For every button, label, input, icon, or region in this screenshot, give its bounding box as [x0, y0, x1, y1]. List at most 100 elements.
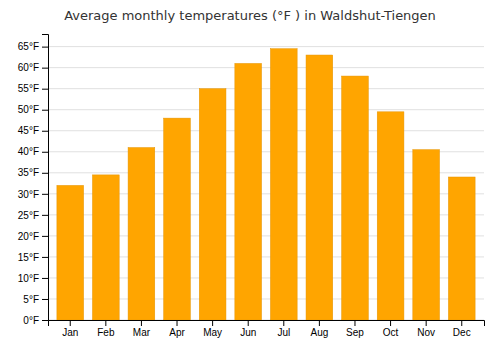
y-tick: 40°F	[18, 146, 48, 157]
y-tick-mark	[42, 110, 48, 111]
y-tick: 15°F	[18, 252, 48, 263]
x-tick-mark	[105, 320, 106, 326]
y-tick: 5°F	[23, 294, 48, 305]
x-tick-label: Feb	[97, 327, 115, 338]
x-tick-label: Aug	[310, 327, 328, 338]
x-tick: Apr	[169, 320, 185, 338]
x-axis-line	[49, 321, 485, 327]
bar	[57, 185, 84, 320]
x-tick-label: Sep	[346, 327, 364, 338]
grid-line	[48, 67, 484, 68]
x-tick-mark	[212, 320, 213, 326]
y-tick-label: 65°F	[18, 41, 39, 52]
y-tick-mark	[42, 320, 48, 321]
x-tick: Mar	[133, 320, 151, 338]
x-tick-label: Jul	[277, 327, 290, 338]
x-tick-mark	[70, 320, 71, 326]
y-tick: 50°F	[18, 104, 48, 115]
x-tick-label: Mar	[133, 327, 151, 338]
y-tick: 65°F	[18, 41, 48, 52]
y-tick: 55°F	[18, 83, 48, 94]
plot: 0°F 5°F 10°F 15°F 20°F 25°F 30°F 35°F 40°F 45°F 50…	[18, 35, 485, 339]
y-tick: 20°F	[18, 231, 48, 242]
y-tick-mark	[42, 68, 48, 69]
chart: Average monthly temperatures (°F ) in Wa…	[0, 0, 500, 350]
y-tick-mark	[42, 278, 48, 279]
y-tick: 0°F	[23, 315, 48, 326]
y-tick: 35°F	[18, 167, 48, 178]
y-tick-label: 30°F	[18, 189, 39, 200]
x-tick-label: Oct	[383, 327, 399, 338]
y-tick-mark	[42, 47, 48, 48]
bar	[164, 118, 191, 320]
y-axis: 0°F 5°F 10°F 15°F 20°F 25°F 30°F 35°F 40°F 45°F 50…	[18, 35, 49, 326]
grid-line	[48, 109, 484, 110]
y-tick-label: 20°F	[18, 231, 39, 242]
y-tick-label: 10°F	[18, 273, 39, 284]
x-tick: Feb	[97, 320, 115, 338]
x-tick: Nov	[417, 320, 435, 338]
bars	[57, 49, 475, 320]
x-tick-mark	[248, 320, 249, 326]
bar	[448, 177, 475, 320]
x-tick: Aug	[310, 320, 328, 338]
bar	[377, 112, 404, 320]
x-tick-mark	[141, 320, 142, 326]
title: Average monthly temperatures (°F ) in Wa…	[64, 8, 436, 23]
y-tick-mark	[42, 236, 48, 237]
bar	[342, 76, 369, 320]
y-tick-label: 0°F	[23, 315, 39, 326]
x-tick-label: Jun	[240, 327, 256, 338]
x-tick-mark	[177, 320, 178, 326]
y-tick: 60°F	[18, 62, 48, 73]
y-tick-mark	[42, 215, 48, 216]
y-tick-label: 45°F	[18, 125, 39, 136]
y-axis-line	[42, 35, 49, 321]
y-tick-mark	[42, 299, 48, 300]
x-axis: Jan Feb Mar Apr May Jun Jul Aug Sep Oct Nov Dec	[49, 320, 485, 338]
y-tick: 10°F	[18, 273, 48, 284]
bar	[270, 49, 297, 320]
x-tick: Sep	[346, 320, 364, 338]
grid-line	[48, 130, 484, 131]
y-tick-label: 40°F	[18, 146, 39, 157]
y-tick-mark	[42, 152, 48, 153]
grid-line	[48, 46, 484, 47]
y-tick-label: 50°F	[18, 104, 39, 115]
y-tick-label: 60°F	[18, 62, 39, 73]
x-tick-mark	[354, 320, 355, 326]
x-tick: Oct	[383, 320, 399, 338]
bar	[199, 89, 226, 320]
x-tick-label: Apr	[169, 327, 185, 338]
y-tick-label: 5°F	[23, 294, 39, 305]
bar	[128, 148, 155, 320]
x-tick-label: Nov	[417, 327, 435, 338]
grid	[48, 47, 484, 320]
y-tick-mark	[42, 131, 48, 132]
bar	[235, 63, 262, 320]
y-tick-mark	[42, 257, 48, 258]
x-tick: May	[203, 320, 222, 338]
bar	[413, 150, 440, 320]
bar	[306, 55, 333, 320]
y-tick-mark	[42, 173, 48, 174]
x-tick-label: Jan	[62, 327, 78, 338]
y-tick-label: 55°F	[18, 83, 39, 94]
x-tick: Jun	[240, 320, 256, 338]
x-tick-mark	[390, 320, 391, 326]
bar	[92, 175, 119, 320]
x-tick-label: Dec	[453, 327, 471, 338]
y-tick: 30°F	[18, 189, 48, 200]
x-tick: Jan	[62, 320, 78, 338]
x-tick: Dec	[453, 320, 471, 338]
x-tick-mark	[319, 320, 320, 326]
y-tick: 25°F	[18, 210, 48, 221]
y-tick-mark	[42, 194, 48, 195]
x-tick-mark	[461, 320, 462, 326]
x-tick: Jul	[277, 320, 290, 338]
x-tick-mark	[283, 320, 284, 326]
y-tick-label: 25°F	[18, 210, 39, 221]
x-tick-label: May	[203, 327, 222, 338]
y-tick-mark	[42, 89, 48, 90]
y-tick: 45°F	[18, 125, 48, 136]
